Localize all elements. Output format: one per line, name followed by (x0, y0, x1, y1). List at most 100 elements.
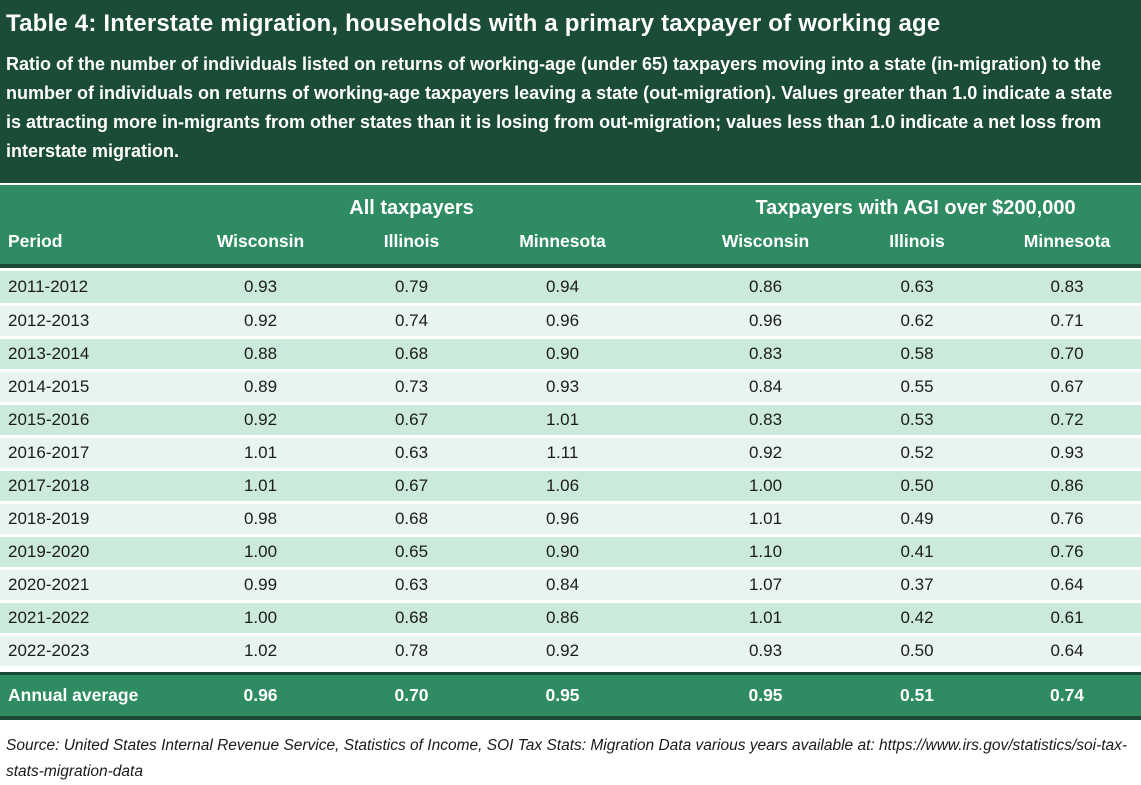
table-row: 2012-2013 0.92 0.74 0.96 0.96 0.62 0.71 (0, 304, 1141, 339)
value-cell: 0.50 (841, 469, 994, 504)
group-gap-cell (638, 675, 691, 716)
value-cell: 0.52 (841, 436, 994, 471)
column-header-wisconsin-agi: Wisconsin (690, 224, 842, 264)
group-gap-cell (638, 568, 691, 603)
value-cell: 0.93 (690, 634, 842, 669)
footer-divider-dark-bottom (0, 716, 1141, 720)
period-cell: 2015-2016 (0, 403, 185, 438)
value-cell: 0.92 (690, 436, 842, 471)
value-cell: 1.00 (185, 535, 336, 570)
value-cell: 0.76 (993, 502, 1141, 537)
value-cell: 0.83 (993, 271, 1141, 306)
column-header-minnesota-agi: Minnesota (993, 224, 1141, 264)
group-gap-cell (638, 271, 691, 306)
group-gap-cell (638, 469, 691, 504)
value-cell: 0.86 (993, 469, 1141, 504)
table-row: 2015-2016 0.92 0.67 1.01 0.83 0.53 0.72 (0, 403, 1141, 438)
value-cell: 0.55 (841, 370, 994, 405)
value-cell: 0.67 (993, 370, 1141, 405)
group-gap-cell (638, 436, 691, 471)
group-gap-cell (638, 337, 691, 372)
period-cell: 2013-2014 (0, 337, 185, 372)
average-value-cell: 0.95 (487, 675, 639, 716)
period-cell: 2021-2022 (0, 601, 185, 636)
value-cell: 0.86 (690, 271, 842, 306)
value-cell: 1.01 (185, 469, 336, 504)
value-cell: 0.49 (841, 502, 994, 537)
column-header-minnesota-all: Minnesota (487, 224, 639, 264)
value-cell: 1.11 (487, 436, 639, 471)
value-cell: 0.84 (690, 370, 842, 405)
group-gap-cell (638, 185, 691, 224)
value-cell: 1.00 (690, 469, 842, 504)
migration-table-container: All taxpayers Taxpayers with AGI over $2… (0, 185, 1141, 720)
value-cell: 0.61 (993, 601, 1141, 636)
value-cell: 0.67 (336, 403, 487, 438)
value-cell: 1.10 (690, 535, 842, 570)
annual-average-row: Annual average 0.96 0.70 0.95 0.95 0.51 … (0, 675, 1141, 716)
table-row: 2020-2021 0.99 0.63 0.84 1.07 0.37 0.64 (0, 568, 1141, 603)
value-cell: 0.89 (185, 370, 336, 405)
value-cell: 0.92 (185, 403, 336, 438)
value-cell: 0.90 (487, 535, 639, 570)
value-cell: 0.41 (841, 535, 994, 570)
table-row: 2013-2014 0.88 0.68 0.90 0.83 0.58 0.70 (0, 337, 1141, 372)
average-value-cell: 0.51 (841, 675, 994, 716)
table-row: 2011-2012 0.93 0.79 0.94 0.86 0.63 0.83 (0, 271, 1141, 306)
migration-table: All taxpayers Taxpayers with AGI over $2… (0, 185, 1141, 720)
value-cell: 0.68 (336, 337, 487, 372)
footer-divider-dark-top (0, 672, 1141, 675)
value-cell: 0.50 (841, 634, 994, 669)
value-cell: 1.00 (185, 601, 336, 636)
annual-average-label: Annual average (0, 675, 185, 716)
group-header-row: All taxpayers Taxpayers with AGI over $2… (0, 185, 1141, 224)
table-row: 2022-2023 1.02 0.78 0.92 0.93 0.50 0.64 (0, 634, 1141, 669)
value-cell: 0.68 (336, 601, 487, 636)
period-cell: 2017-2018 (0, 469, 185, 504)
average-value-cell: 0.70 (336, 675, 487, 716)
header-divider-dark (0, 264, 1141, 268)
source-note: Source: United States Internal Revenue S… (6, 737, 1128, 780)
value-cell: 0.93 (185, 271, 336, 306)
table-row: 2019-2020 1.00 0.65 0.90 1.10 0.41 0.76 (0, 535, 1141, 570)
group-gap-cell (638, 502, 691, 537)
group-gap-cell (638, 224, 691, 264)
header-divider-white (0, 268, 1141, 271)
value-cell: 0.96 (487, 502, 639, 537)
value-cell: 0.90 (487, 337, 639, 372)
group-header-empty (0, 185, 185, 224)
column-header-illinois-agi: Illinois (841, 224, 994, 264)
average-value-cell: 0.96 (185, 675, 336, 716)
value-cell: 0.76 (993, 535, 1141, 570)
average-value-cell: 0.74 (993, 675, 1141, 716)
table-description: Ratio of the number of individuals liste… (6, 54, 1113, 161)
group-gap-cell (638, 304, 691, 339)
period-cell: 2022-2023 (0, 634, 185, 669)
value-cell: 0.93 (993, 436, 1141, 471)
column-header-wisconsin-all: Wisconsin (185, 224, 336, 264)
value-cell: 0.58 (841, 337, 994, 372)
value-cell: 0.65 (336, 535, 487, 570)
value-cell: 0.64 (993, 568, 1141, 603)
group-header-all-taxpayers: All taxpayers (185, 185, 639, 224)
value-cell: 0.72 (993, 403, 1141, 438)
value-cell: 1.07 (690, 568, 842, 603)
value-cell: 0.63 (336, 568, 487, 603)
table-row: 2021-2022 1.00 0.68 0.86 1.01 0.42 0.61 (0, 601, 1141, 636)
value-cell: 1.01 (690, 601, 842, 636)
value-cell: 0.83 (690, 337, 842, 372)
group-gap-cell (638, 535, 691, 570)
value-cell: 0.92 (185, 304, 336, 339)
value-cell: 0.92 (487, 634, 639, 669)
value-cell: 0.99 (185, 568, 336, 603)
average-value-cell: 0.95 (690, 675, 842, 716)
period-cell: 2020-2021 (0, 568, 185, 603)
period-cell: 2012-2013 (0, 304, 185, 339)
value-cell: 0.67 (336, 469, 487, 504)
footer-divider-white (0, 667, 1141, 672)
value-cell: 0.71 (993, 304, 1141, 339)
table-title: Table 4: Interstate migration, household… (6, 10, 941, 37)
table-row: 2017-2018 1.01 0.67 1.06 1.00 0.50 0.86 (0, 469, 1141, 504)
value-cell: 0.74 (336, 304, 487, 339)
value-cell: 1.01 (690, 502, 842, 537)
